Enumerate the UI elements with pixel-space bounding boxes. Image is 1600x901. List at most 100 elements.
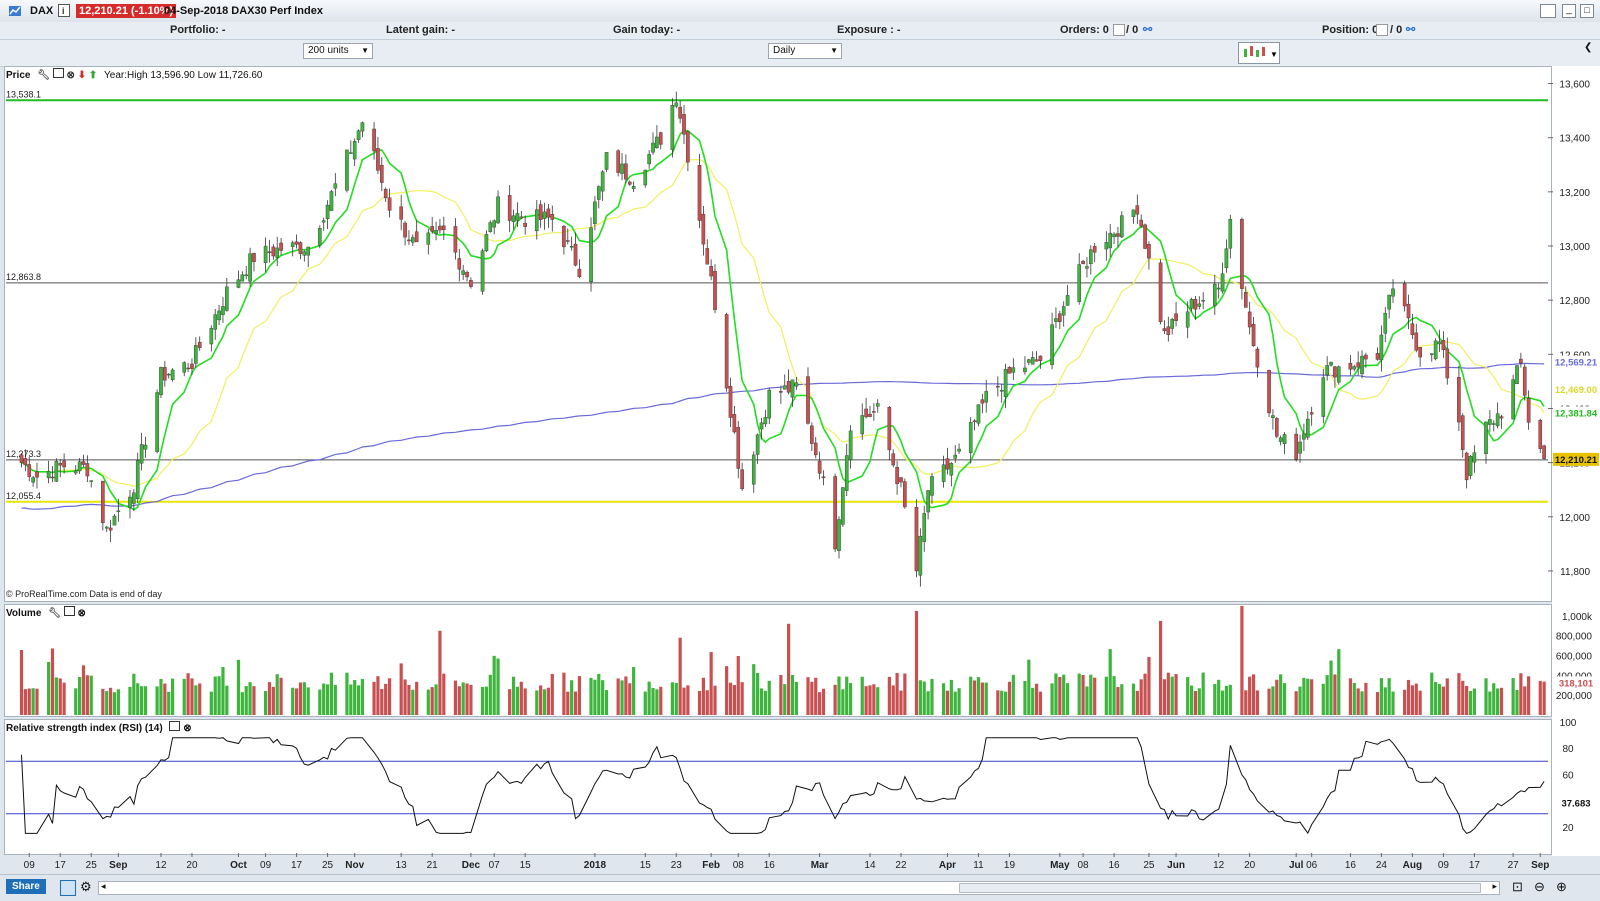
- volume-bar: [333, 684, 337, 715]
- volume-bar: [969, 676, 973, 715]
- zoom-reset-icon[interactable]: ⊡: [1512, 879, 1523, 894]
- volume-bar: [752, 664, 756, 715]
- volume-bar: [1011, 674, 1015, 715]
- candle-body: [1464, 452, 1469, 481]
- rsi-value-badge-bg: [1553, 796, 1599, 810]
- close-icon[interactable]: ⊗: [66, 70, 75, 81]
- volume-bar: [1356, 688, 1360, 715]
- window-icon[interactable]: [169, 721, 181, 731]
- collapse-panel-icon[interactable]: ❮: [1584, 42, 1593, 53]
- window-icon[interactable]: [63, 606, 75, 616]
- volume-bar: [1248, 676, 1252, 715]
- volume-tick-label: 1,000k: [1562, 612, 1593, 623]
- volume-bar: [604, 690, 609, 715]
- volume-panel-header: Volume 🔧︎ ⊗: [6, 606, 86, 619]
- candle-body: [19, 454, 24, 463]
- volume-bar: [1162, 679, 1167, 715]
- volume-bar: [1465, 685, 1469, 715]
- candle-body: [895, 467, 899, 485]
- candle-body: [523, 222, 527, 227]
- candle-body: [240, 274, 245, 282]
- rsi-panel: [4, 719, 1552, 855]
- volume-bar: [1131, 683, 1136, 715]
- price-tick-label: 11,800: [1560, 567, 1590, 578]
- share-button[interactable]: Share: [6, 879, 46, 894]
- info-icon[interactable]: i: [58, 4, 70, 17]
- volume-bar: [248, 682, 252, 715]
- candle-body: [1321, 377, 1326, 417]
- close-icon[interactable]: ⊗: [183, 723, 192, 734]
- horizontal-scrollbar[interactable]: ◂ ▸: [98, 881, 1500, 895]
- volume-bar: [1038, 691, 1043, 715]
- wrench-icon[interactable]: 🔧︎: [48, 608, 61, 619]
- candle-body: [399, 206, 403, 220]
- candle-body: [128, 496, 132, 508]
- volume-bar: [647, 681, 651, 715]
- wrench-icon[interactable]: 🔧︎: [37, 70, 50, 81]
- candle-body: [941, 464, 946, 482]
- keyboard-icon[interactable]: [1540, 4, 1556, 18]
- zoom-out-icon[interactable]: ⊖: [1534, 879, 1545, 894]
- candle-body: [46, 471, 51, 479]
- candle-body: [325, 204, 330, 219]
- interval-select[interactable]: Daily ▼: [768, 43, 842, 59]
- grid-icon[interactable]: [60, 880, 76, 896]
- candle-body: [1081, 260, 1085, 265]
- x-tick-label: 24: [1376, 860, 1388, 871]
- candle-body: [1460, 415, 1465, 450]
- price-panel-header: Price 🔧︎ ⊗ ⬇ ⬆ Year:High 13,596.90 Low 1…: [6, 68, 263, 81]
- volume-bar: [1387, 678, 1391, 715]
- candle-body: [1278, 437, 1283, 442]
- candle-body: [166, 373, 171, 376]
- arrow-down-icon[interactable]: ⬇: [77, 70, 87, 81]
- volume-bar: [643, 691, 647, 715]
- candle-body: [163, 367, 167, 381]
- units-select[interactable]: 200 units ▼: [303, 43, 373, 59]
- volume-bar: [1228, 684, 1232, 715]
- candle-body: [1418, 347, 1422, 358]
- volume-bar: [240, 692, 244, 715]
- scroll-left-icon[interactable]: ◂: [101, 881, 106, 891]
- position-close-icon[interactable]: [1376, 24, 1388, 36]
- volume-bar: [903, 673, 907, 715]
- volume-bar: [217, 676, 221, 715]
- candle-body: [1375, 353, 1380, 360]
- volume-bar: [1527, 676, 1531, 715]
- volume-bar: [1348, 678, 1353, 715]
- chart-type-button[interactable]: ▼: [1238, 42, 1280, 64]
- arrow-up-icon[interactable]: ⬆: [88, 70, 98, 81]
- candle-body: [767, 389, 772, 419]
- scrollbar-thumb[interactable]: [959, 883, 1481, 893]
- price-value-badge: 12,569.21: [1555, 358, 1598, 369]
- volume-bar: [655, 689, 659, 715]
- scroll-right-icon[interactable]: ▸: [1492, 881, 1497, 891]
- volume-bar: [918, 680, 922, 715]
- volume-bar: [732, 685, 736, 715]
- volume-bar: [353, 680, 357, 715]
- candle-body: [225, 286, 229, 311]
- position-link-icon[interactable]: ⚯: [1406, 24, 1416, 36]
- minimize-icon[interactable]: _: [1562, 4, 1576, 18]
- volume-bar: [236, 659, 241, 715]
- close-icon[interactable]: ⊗: [77, 608, 86, 619]
- volume-bar: [697, 690, 702, 715]
- candle-body: [1193, 298, 1198, 310]
- window-icon[interactable]: [52, 68, 64, 78]
- volume-bar: [403, 679, 407, 715]
- share-label: Share: [12, 881, 40, 892]
- volume-bar: [1244, 690, 1248, 715]
- volume-bar: [1410, 685, 1414, 715]
- gear-icon[interactable]: ⚙: [80, 879, 92, 894]
- volume-bar: [783, 684, 787, 715]
- zoom-in-icon[interactable]: ⊕: [1556, 879, 1567, 894]
- candle-body: [930, 476, 934, 496]
- x-tick-label: 09: [1438, 860, 1450, 871]
- candle-body: [1143, 224, 1147, 249]
- maximize-icon[interactable]: □: [1580, 4, 1594, 18]
- orders-link-icon[interactable]: ⚯: [1143, 24, 1153, 36]
- volume-bar: [1158, 620, 1163, 715]
- orders-close-icon[interactable]: [1113, 24, 1125, 36]
- candle-body: [403, 222, 407, 238]
- candle-body: [550, 214, 555, 220]
- candle-body: [302, 251, 307, 256]
